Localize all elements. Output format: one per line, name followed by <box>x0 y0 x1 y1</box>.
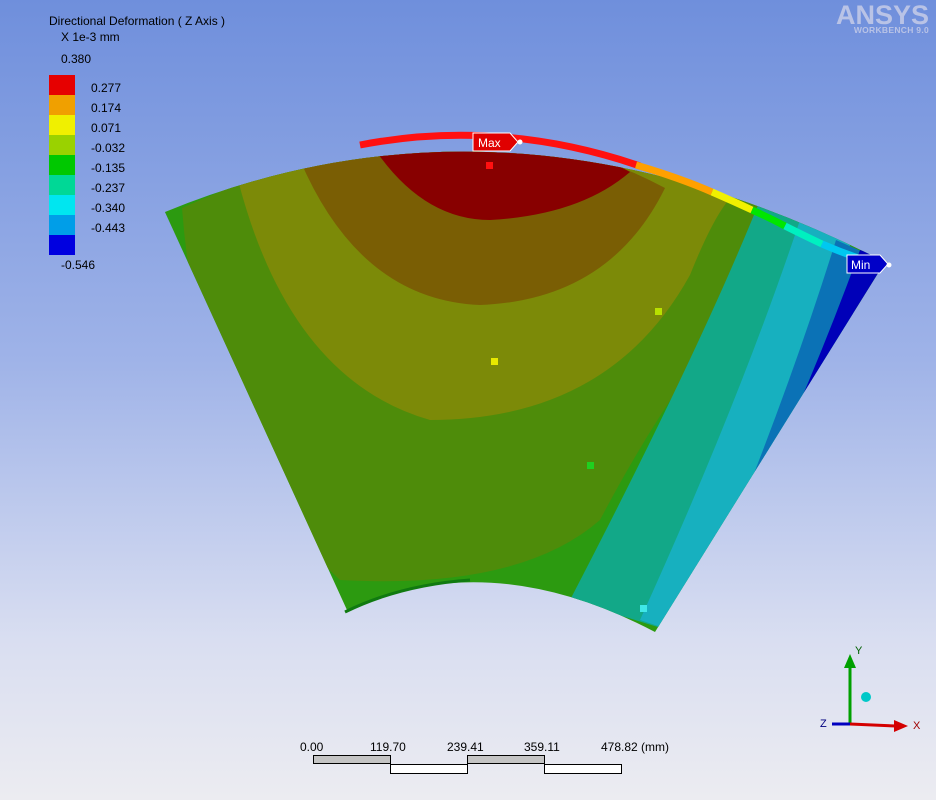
min-label: Min <box>851 258 870 272</box>
min-point <box>886 262 892 268</box>
probe-marker <box>640 605 647 612</box>
legend-title: Directional Deformation ( Z Axis ) <box>49 14 226 28</box>
legend-swatch-6 <box>49 195 75 215</box>
legend-swatch-8 <box>49 235 75 255</box>
x-axis-line <box>849 722 897 728</box>
scale-tick-4: 478.82 (mm) <box>601 740 670 754</box>
ansys-logo: ANSYS WORKBENCH 9.0 <box>836 0 930 36</box>
max-point <box>517 139 523 145</box>
legend-swatch-0 <box>49 75 75 95</box>
legend-units: X 1e-3 mm <box>61 30 120 44</box>
top-edge-green <box>750 206 787 230</box>
logo-product: WORKBENCH 9.0 <box>853 25 930 35</box>
axis-triad[interactable]: Y X Z <box>810 636 930 746</box>
probe-marker <box>486 162 493 169</box>
max-label: Max <box>478 136 501 150</box>
band-0277 <box>370 151 630 220</box>
scale-tick-3: 359.11 <box>524 740 560 754</box>
logo-brand: ANSYS <box>836 0 930 30</box>
scale-tick-0: 0.00 <box>300 740 324 754</box>
scale-tick-1: 119.70 <box>370 740 406 754</box>
scale-bar: 0.00 119.70 239.41 359.11 478.82 (mm) <box>300 740 680 780</box>
z-axis-label: Z <box>820 718 827 730</box>
top-edge-yellow <box>710 188 754 214</box>
legend-swatch-5 <box>49 175 75 195</box>
legend-level-0: 0.277 <box>91 81 122 95</box>
scale-tick-2: 239.41 <box>447 740 484 754</box>
y-axis-label: Y <box>855 645 863 657</box>
scale-segment <box>467 755 545 764</box>
scale-segment <box>544 764 622 774</box>
iso-view-ball[interactable] <box>861 692 871 702</box>
max-marker[interactable]: Max <box>472 132 523 152</box>
probe-marker <box>655 308 662 315</box>
legend-level-5: -0.237 <box>91 181 126 195</box>
y-axis-arrow <box>844 654 856 668</box>
legend-level-1: 0.174 <box>91 101 122 115</box>
legend-level-3: -0.032 <box>91 141 126 155</box>
x-axis-label: X <box>913 720 921 732</box>
legend-swatch-4 <box>49 155 75 175</box>
legend-swatch-1 <box>49 95 75 115</box>
min-marker[interactable]: Min <box>846 254 892 274</box>
probe-marker <box>587 462 594 469</box>
band-neg0340 <box>640 220 850 633</box>
top-edge-orange <box>635 161 714 196</box>
bottom-edge <box>344 578 471 614</box>
legend-swatch-7 <box>49 215 75 235</box>
x-axis-arrow <box>894 720 908 732</box>
top-edge-teal <box>783 222 824 248</box>
max-flag <box>472 132 519 152</box>
legend-level-4: -0.135 <box>91 161 126 175</box>
scale-segment <box>390 764 468 774</box>
legend-level-6: -0.340 <box>91 201 126 215</box>
legend-swatch-3 <box>49 135 75 155</box>
legend-level-2: 0.071 <box>91 121 122 135</box>
legend-swatch-2 <box>49 115 75 135</box>
band-neg0237 <box>570 200 830 633</box>
scale-segment <box>313 755 391 764</box>
legend-level-7: -0.443 <box>91 221 126 235</box>
min-flag <box>846 254 889 274</box>
legend-min-value: -0.546 <box>61 258 96 272</box>
legend-max-value: 0.380 <box>61 52 92 66</box>
probe-marker <box>491 358 498 365</box>
